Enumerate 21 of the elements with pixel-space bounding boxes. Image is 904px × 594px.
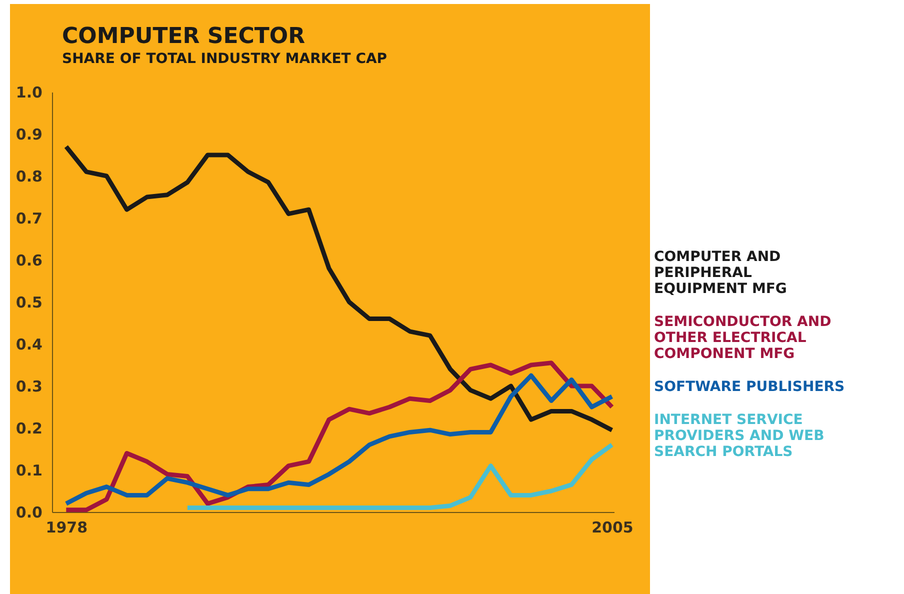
y-tick-label: 0.8 <box>16 168 42 186</box>
x-tick-label: 1978 <box>46 518 88 536</box>
chart-subtitle: SHARE OF TOTAL INDUSTRY MARKET CAP <box>62 51 388 67</box>
y-tick-label: 0.1 <box>16 462 42 480</box>
chart-title: COMPUTER SECTOR <box>62 24 306 49</box>
text: SEMICONDUCTOR AND OTHER ELECTRICAL COMPONENT MFG <box>654 314 832 362</box>
text: SOFTWARE PUBLISHERS <box>654 379 845 396</box>
text: INTERNET SERVICE PROVIDERS AND WEB SEARCH PORTALS <box>654 412 824 460</box>
y-tick-label: 0.4 <box>16 336 42 354</box>
line-series <box>185 442 614 510</box>
text: COMPUTER AND PERIPHERAL EQUIPMENT MFG <box>654 249 787 298</box>
y-tick-label: 0.6 <box>16 252 42 270</box>
line-series <box>64 144 614 432</box>
y-tick-label: 0.0 <box>16 504 42 522</box>
y-tick-label: 0.2 <box>16 420 42 438</box>
y-tick-label: 0.7 <box>16 210 42 228</box>
x-tick-label: 2005 <box>592 518 634 536</box>
y-tick-label: 0.9 <box>16 126 42 144</box>
y-tick-label: 1.0 <box>16 84 42 102</box>
y-tick-label: 0.5 <box>16 294 42 312</box>
y-tick-label: 0.3 <box>16 378 42 396</box>
